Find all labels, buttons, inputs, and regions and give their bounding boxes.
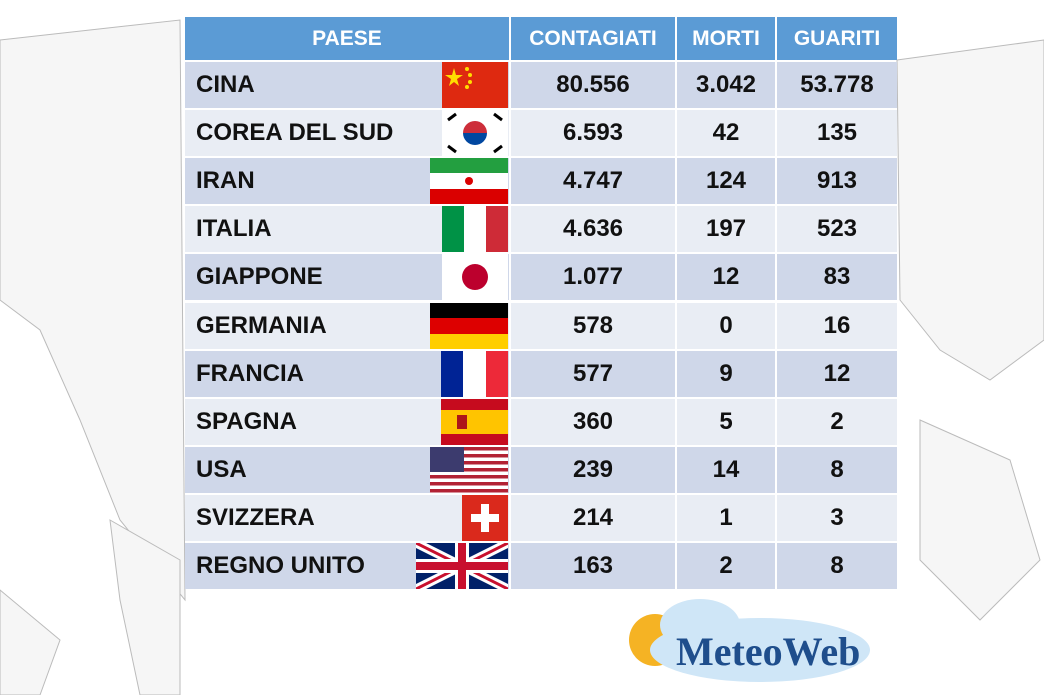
cell: 2 — [677, 543, 775, 589]
logo-text: MeteoWeb — [676, 629, 861, 674]
cell: 83 — [777, 254, 897, 301]
flag — [442, 254, 508, 301]
cell: 3.042 — [677, 62, 775, 108]
cell: 135 — [777, 110, 897, 157]
cell: 523 — [777, 206, 897, 253]
flag — [416, 543, 508, 589]
flag — [441, 350, 508, 397]
cell: 6.593 — [511, 110, 675, 157]
header-cell: MORTI — [677, 17, 775, 60]
cell: 3 — [777, 494, 897, 541]
cell: 12 — [677, 254, 775, 301]
cell: 8 — [777, 543, 897, 589]
country-name: SVIZZERA — [185, 494, 509, 541]
header-cell: GUARITI — [777, 17, 897, 60]
cell: 2 — [777, 398, 897, 445]
cell: 1 — [677, 494, 775, 541]
cell: 197 — [677, 206, 775, 253]
cell: 124 — [677, 158, 775, 205]
cell: 8 — [777, 446, 897, 493]
cell: 5 — [677, 398, 775, 445]
flag — [430, 302, 508, 349]
cell: 16 — [777, 302, 897, 349]
flag — [442, 62, 508, 108]
header-cell: PAESE — [185, 17, 509, 60]
cell: 9 — [677, 350, 775, 397]
cell: 913 — [777, 158, 897, 205]
cell: 14 — [677, 446, 775, 493]
cell: 360 — [511, 398, 675, 445]
cell: 239 — [511, 446, 675, 493]
cell: 163 — [511, 543, 675, 589]
cell: 80.556 — [511, 62, 675, 108]
logo-icon — [629, 599, 870, 682]
header-cell: CONTAGIATI — [511, 17, 675, 60]
flag — [430, 446, 508, 493]
cell: 214 — [511, 494, 675, 541]
cell: 42 — [677, 110, 775, 157]
cell: 0 — [677, 302, 775, 349]
cell: 4.747 — [511, 158, 675, 205]
flag — [442, 110, 508, 157]
flag — [430, 158, 508, 205]
cell: 1.077 — [511, 254, 675, 301]
cell: 578 — [511, 302, 675, 349]
flag — [462, 494, 508, 541]
cell: 577 — [511, 350, 675, 397]
cell: 12 — [777, 350, 897, 397]
flag — [441, 398, 508, 445]
flag — [442, 206, 508, 253]
cell: 53.778 — [777, 62, 897, 108]
cell: 4.636 — [511, 206, 675, 253]
